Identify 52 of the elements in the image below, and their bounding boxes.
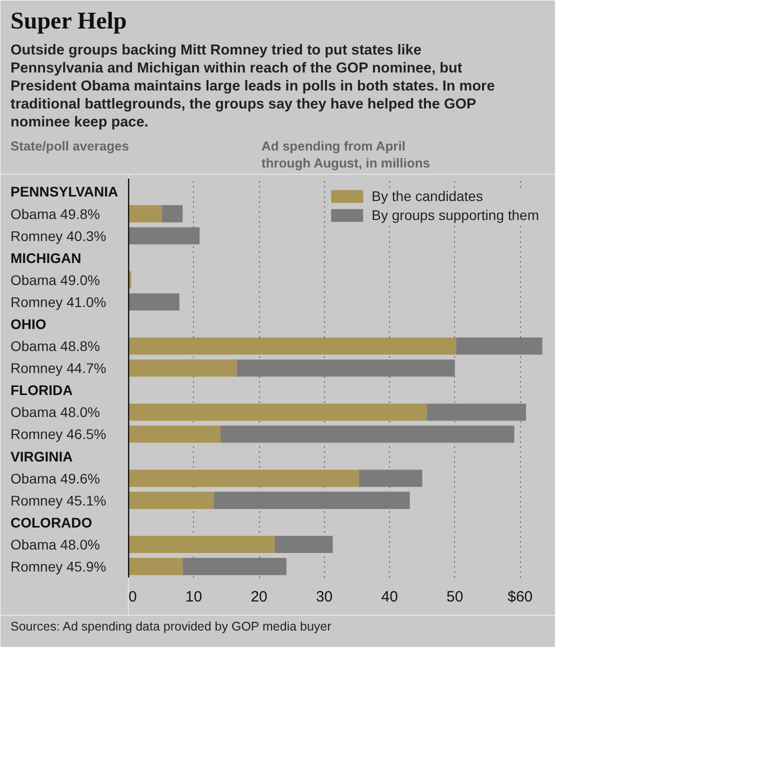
y-tick-label: Romney 40.3% — [10, 228, 106, 244]
bar — [162, 205, 183, 222]
bar — [128, 359, 237, 377]
y-tick-label: Obama 48.8% — [10, 338, 100, 354]
y-tick-label: Obama 49.8% — [10, 206, 100, 222]
bar — [128, 337, 456, 355]
y-tick-label: MICHIGAN — [10, 250, 82, 266]
y-axis-title: State/poll averages — [10, 138, 129, 154]
y-tick-label: Romney 44.7% — [10, 360, 106, 376]
bar — [128, 293, 180, 311]
y-tick-label: Romney 41.0% — [10, 294, 106, 310]
bar — [182, 558, 286, 576]
source-note: Sources: Ad spending data provided by GOP media buyer — [10, 620, 332, 634]
bar — [358, 470, 422, 487]
bar — [128, 536, 275, 554]
chart-subtitle: Outside groups backing Mitt Romney tried to put states like Pennsylvania and Michigan within reach of the GOP nominee, but President Obama maintains large leads in polls in both states. In more traditional battlegrounds, the groups say they have helped the GOP nominee keep pace. — [10, 42, 495, 130]
y-tick-label: Romney 45.9% — [10, 558, 106, 574]
bar — [128, 426, 221, 443]
legend-label: By groups supporting them — [372, 207, 539, 223]
bar — [128, 205, 162, 222]
y-tick-label: FLORIDA — [10, 382, 73, 398]
y-tick-label: Romney 45.1% — [10, 492, 106, 508]
bar — [214, 492, 410, 509]
bar — [220, 426, 514, 443]
x-tick-label: 0 — [128, 588, 137, 606]
y-tick-label: Romney 46.5% — [10, 426, 106, 442]
y-tick-label: Obama 49.6% — [10, 470, 100, 486]
x-tick-label: 30 — [316, 588, 333, 606]
x-tick-label: 40 — [381, 588, 398, 606]
y-tick-label: VIRGINIA — [10, 448, 73, 464]
x-tick-label: $60 — [508, 588, 533, 606]
x-axis-title: Ad spending from April through August, in millions — [262, 138, 430, 170]
bar — [456, 337, 542, 355]
y-tick-label: OHIO — [10, 316, 46, 332]
bar — [426, 404, 526, 421]
bar — [274, 536, 333, 554]
x-tick-label: 50 — [446, 588, 464, 606]
y-tick-label: COLORADO — [10, 514, 92, 530]
x-tick-label: 20 — [250, 588, 268, 606]
chart-title: Super Help — [10, 8, 127, 34]
legend-label: By the candidates — [372, 188, 483, 204]
y-tick-label: Obama 49.0% — [10, 272, 100, 288]
y-tick-label: Obama 48.0% — [10, 404, 100, 420]
bar — [128, 227, 200, 244]
bar — [128, 404, 427, 421]
bar — [236, 359, 455, 377]
bar — [128, 470, 359, 487]
y-tick-label: PENNSYLVANIA — [10, 184, 118, 200]
x-tick-label: 10 — [185, 588, 202, 606]
y-tick-label: Obama 48.0% — [10, 536, 100, 552]
bar — [128, 492, 214, 509]
bar — [128, 558, 183, 576]
